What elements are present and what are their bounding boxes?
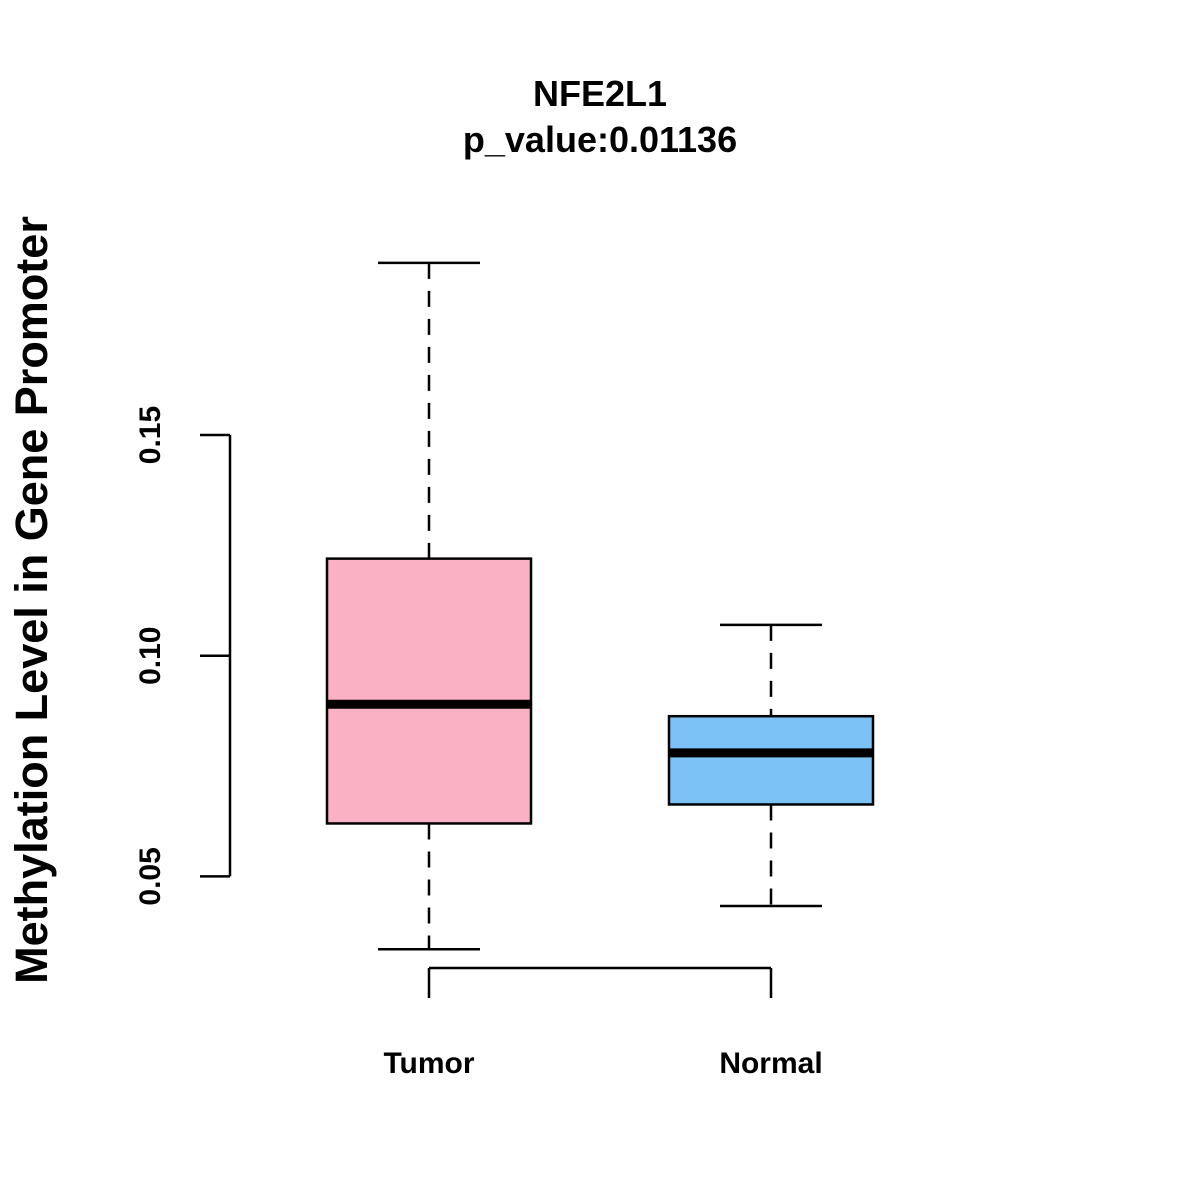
y-tick-label: 0.15 [134,406,167,464]
iqr-box [667,714,875,806]
y-tick-label: 0.05 [134,847,167,905]
x-tick-label: Tumor [383,1047,474,1080]
y-tick-label: 0.10 [134,627,167,685]
box-group-normal [667,623,875,908]
chart-title: NFE2L1 [533,73,667,114]
x-axis: Tumor Normal [383,966,823,1080]
chart-subtitle: p_value:0.01136 [463,119,737,160]
y-axis-label: Methylation Level in Gene Promoter [6,216,57,984]
iqr-box [325,557,533,825]
box-group-tumor [325,261,533,951]
boxes-layer [325,261,875,951]
x-tick-label: Normal [719,1047,822,1080]
y-axis: 0.05 0.10 0.15 [134,406,232,906]
